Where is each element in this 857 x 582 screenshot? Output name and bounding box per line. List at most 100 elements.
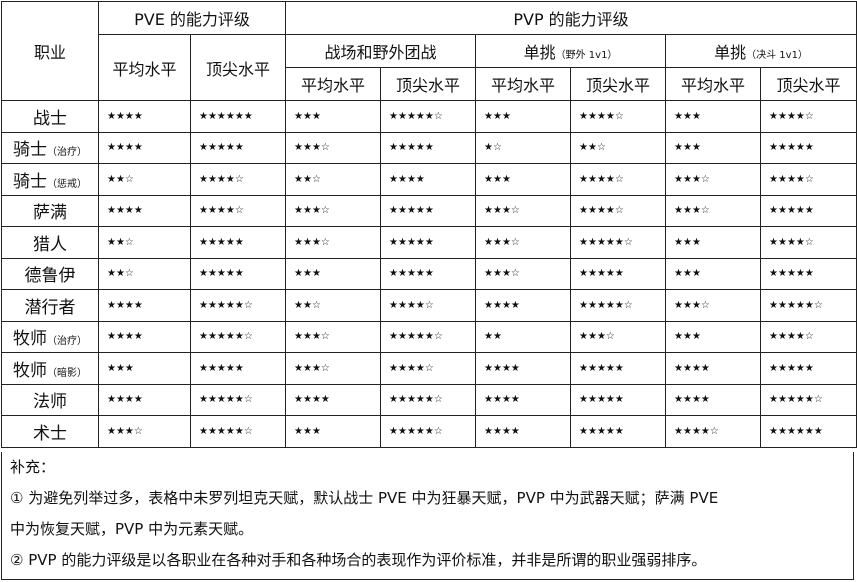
star-rating: ★★★★★ bbox=[380, 194, 477, 227]
star-rating: ★★★★ bbox=[98, 194, 191, 227]
star-rating: ★★★★★★ bbox=[189, 100, 287, 133]
star-rating: ★★★☆ bbox=[285, 352, 382, 385]
header-arena-top: 顶尖水平 bbox=[760, 67, 857, 101]
star-rating: ★★☆ bbox=[98, 163, 191, 196]
star-rating: ★★★★ bbox=[475, 415, 572, 448]
star-rating: ★★★★ bbox=[475, 352, 572, 385]
star-rating: ★★★★★ bbox=[760, 131, 857, 164]
star-rating: ★★★★ bbox=[98, 320, 191, 353]
header-arena-avg: 平均水平 bbox=[665, 67, 762, 101]
star-rating: ★★★★★ bbox=[189, 352, 287, 385]
star-rating: ★★★★☆ bbox=[570, 100, 667, 133]
star-rating: ★★☆ bbox=[98, 226, 191, 259]
star-rating: ★★★ bbox=[285, 100, 382, 133]
star-rating: ★★★ bbox=[665, 131, 762, 164]
note-2: ② PVP 的能力评级是以各职业在各种对手和各种场合的表现作为评价标准，并非是所… bbox=[10, 551, 707, 569]
header-battleground: 战场和野外团战 bbox=[285, 34, 477, 68]
class-name: 术士 bbox=[1, 415, 99, 448]
table-row: 骑士（惩戒） ★★☆ ★★★★☆ ★★☆ ★★★★ ★★★ ★★★★☆ ★★★☆ ★★★★☆ bbox=[1, 163, 857, 196]
notes: 补充： ① 为避免列举过多，表格中未罗列坦克天赋，默认战士 PVE 中为狂暴天赋… bbox=[1, 452, 854, 580]
star-rating: ★★★★★ bbox=[570, 257, 667, 290]
star-rating: ★★ bbox=[475, 320, 572, 353]
star-rating: ★★★★★☆ bbox=[760, 289, 857, 322]
table-row: 牧师（治疗） ★★★★ ★★★★★☆ ★★★☆ ★★★★★☆ ★★ ★★★☆ ★★★ ★★★★☆ bbox=[1, 320, 857, 353]
star-rating: ★★★★☆ bbox=[380, 352, 477, 385]
header-class: 职业 bbox=[1, 1, 99, 101]
star-rating: ★★★ bbox=[98, 352, 191, 385]
star-rating: ★★★★★ bbox=[380, 257, 477, 290]
star-rating: ★★★★★ bbox=[760, 257, 857, 290]
star-rating: ★★★★★☆ bbox=[570, 226, 667, 259]
star-rating: ★★★★ bbox=[98, 289, 191, 322]
star-rating: ★★★☆ bbox=[285, 131, 382, 164]
star-rating: ★★★★★ bbox=[760, 352, 857, 385]
notes-title: 补充： bbox=[10, 458, 56, 476]
star-rating: ★★★ bbox=[665, 257, 762, 290]
star-rating: ★★★★★★ bbox=[760, 415, 857, 448]
star-rating: ★★★★★ bbox=[570, 415, 667, 448]
table-row: 术士 ★★★☆ ★★★★★☆ ★★★ ★★★★★☆ ★★★★ ★★★★★ ★★★★☆ ★★★★★… bbox=[1, 415, 857, 448]
star-rating: ★★★★★ bbox=[570, 352, 667, 385]
star-rating: ★★★★☆ bbox=[760, 320, 857, 353]
star-rating: ★★★★★☆ bbox=[760, 383, 857, 416]
star-rating: ★★☆ bbox=[570, 131, 667, 164]
star-rating: ★★★★ bbox=[665, 352, 762, 385]
star-rating: ★★★★ bbox=[475, 289, 572, 322]
star-rating: ★★★★★☆ bbox=[189, 415, 287, 448]
table-row: 牧师（暗影） ★★★ ★★★★★ ★★★☆ ★★★★☆ ★★★★ ★★★★★ ★★★★ ★★★★… bbox=[1, 352, 857, 385]
header-bg-avg: 平均水平 bbox=[285, 67, 382, 101]
star-rating: ★★★☆ bbox=[475, 194, 572, 227]
star-rating: ★★★★☆ bbox=[665, 415, 762, 448]
star-rating: ★★★★ bbox=[98, 383, 191, 416]
star-rating: ★★★ bbox=[475, 163, 572, 196]
header-pvp: PVP 的能力评级 bbox=[285, 1, 857, 35]
header-field-top: 顶尖水平 bbox=[570, 67, 667, 101]
class-name: 牧师（治疗） bbox=[1, 320, 99, 353]
star-rating: ★★★★☆ bbox=[570, 194, 667, 227]
star-rating: ★★★★★ bbox=[380, 131, 477, 164]
star-rating: ★★★★★☆ bbox=[380, 100, 477, 133]
class-name: 德鲁伊 bbox=[1, 257, 99, 290]
star-rating: ★★★☆ bbox=[285, 320, 382, 353]
star-rating: ★★★★☆ bbox=[760, 226, 857, 259]
star-rating: ★★★ bbox=[665, 226, 762, 259]
star-rating: ★★★☆ bbox=[665, 194, 762, 227]
star-rating: ★★★★ bbox=[665, 383, 762, 416]
star-rating: ★★★☆ bbox=[665, 163, 762, 196]
class-name: 猎人 bbox=[1, 226, 99, 259]
star-rating: ★★★☆ bbox=[475, 226, 572, 259]
star-rating: ★★★☆ bbox=[475, 257, 572, 290]
star-rating: ★★★★ bbox=[285, 383, 382, 416]
star-rating: ★★★☆ bbox=[98, 415, 191, 448]
header-duel-arena: 单挑（决斗 1v1） bbox=[665, 34, 857, 68]
class-rating-table: 职业 PVE 的能力评级 PVP 的能力评级 平均水平 顶尖水平 战场和野外团战… bbox=[1, 1, 857, 448]
header-bg-top: 顶尖水平 bbox=[380, 67, 477, 101]
star-rating: ★★★ bbox=[665, 100, 762, 133]
table-row: 战士 ★★★★ ★★★★★★ ★★★ ★★★★★☆ ★★★ ★★★★☆ ★★★ ★★★★☆ bbox=[1, 100, 857, 133]
header-pve: PVE 的能力评级 bbox=[97, 1, 287, 35]
star-rating: ★★★★★☆ bbox=[380, 415, 477, 448]
class-name: 潜行者 bbox=[1, 289, 99, 322]
star-rating: ★★★ bbox=[285, 415, 382, 448]
star-rating: ★★☆ bbox=[285, 289, 382, 322]
table-row: 潜行者 ★★★★ ★★★★★☆ ★★☆ ★★★★☆ ★★★★ ★★★★★☆ ★★★☆ ★★★★★… bbox=[1, 289, 857, 322]
star-rating: ★★★★ bbox=[98, 100, 191, 133]
class-name: 骑士（惩戒） bbox=[1, 163, 99, 196]
note-1: ① 为避免列举过多，表格中未罗列坦克天赋，默认战士 PVE 中为狂暴天赋，PVP… bbox=[10, 489, 719, 507]
star-rating: ★★★★ bbox=[380, 163, 477, 196]
class-name: 牧师（暗影） bbox=[1, 352, 99, 385]
star-rating: ★★★★ bbox=[475, 383, 572, 416]
star-rating: ★☆ bbox=[475, 131, 572, 164]
star-rating: ★★★ bbox=[475, 100, 572, 133]
star-rating: ★★★★★ bbox=[760, 194, 857, 227]
header-pve-top: 顶尖水平 bbox=[189, 34, 287, 101]
class-name: 战士 bbox=[1, 100, 99, 133]
star-rating: ★★★★★ bbox=[189, 226, 287, 259]
star-rating: ★★★★☆ bbox=[380, 289, 477, 322]
table-row: 猎人 ★★☆ ★★★★★ ★★★☆ ★★★★★ ★★★☆ ★★★★★☆ ★★★ ★★★★☆ bbox=[1, 226, 857, 259]
class-name: 法师 bbox=[1, 383, 99, 416]
star-rating: ★★★★★☆ bbox=[380, 383, 477, 416]
star-rating: ★★★★★ bbox=[570, 383, 667, 416]
star-rating: ★★★☆ bbox=[665, 289, 762, 322]
